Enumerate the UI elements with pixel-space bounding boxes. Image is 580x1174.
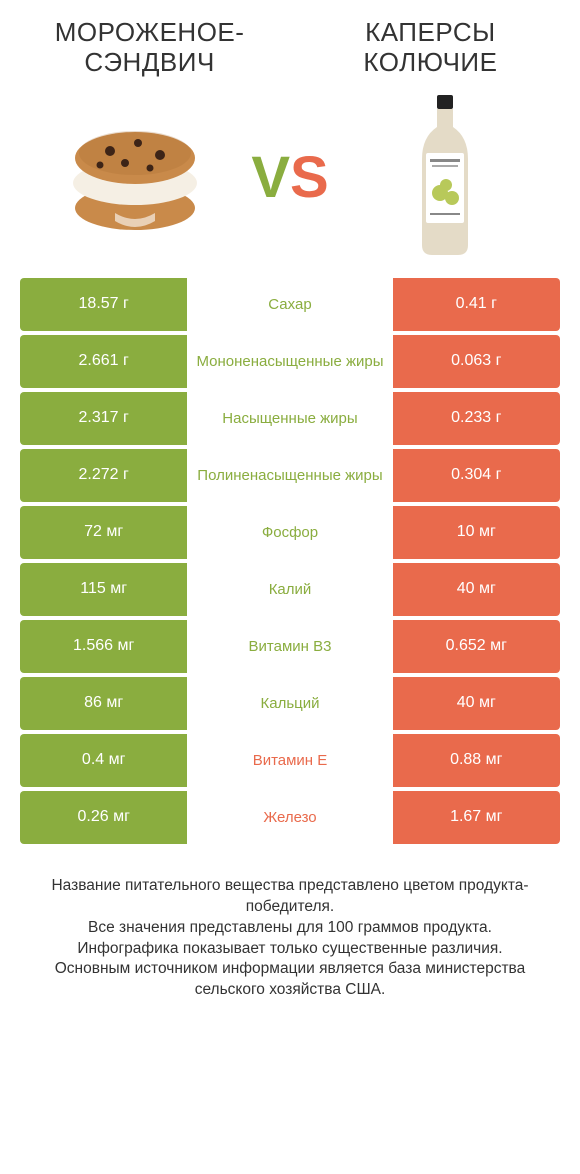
table-row: 2.661 гМононенасыщенные жиры0.063 г bbox=[20, 335, 560, 388]
left-value: 86 мг bbox=[20, 677, 187, 730]
right-product-image bbox=[370, 103, 520, 253]
nutrition-table: 18.57 гСахар0.41 г2.661 гМононенасыщенны… bbox=[0, 278, 580, 844]
left-value: 1.566 мг bbox=[20, 620, 187, 673]
footer-notes: Название питательного вещества представл… bbox=[0, 848, 580, 1002]
table-row: 0.26 мгЖелезо1.67 мг bbox=[20, 791, 560, 844]
right-value: 0.233 г bbox=[393, 392, 560, 445]
table-row: 2.272 гПолиненасыщенные жиры0.304 г bbox=[20, 449, 560, 502]
left-value: 0.26 мг bbox=[20, 791, 187, 844]
right-value: 0.88 мг bbox=[393, 734, 560, 787]
nutrient-label: Полиненасыщенные жиры bbox=[187, 449, 392, 502]
header: МОРОЖЕНОЕ-СЭНДВИЧ КАПЕРСЫ КОЛЮЧИЕ bbox=[0, 0, 580, 88]
footer-line-1: Название питательного вещества представл… bbox=[20, 876, 560, 918]
nutrient-label: Сахар bbox=[187, 278, 392, 331]
right-value: 0.652 мг bbox=[393, 620, 560, 673]
table-row: 0.4 мгВитамин E0.88 мг bbox=[20, 734, 560, 787]
right-value: 10 мг bbox=[393, 506, 560, 559]
footer-line-4: Основным источником информации является … bbox=[20, 959, 560, 1001]
vs-s: S bbox=[290, 145, 329, 210]
nutrient-label: Фосфор bbox=[187, 506, 392, 559]
bottle-icon bbox=[410, 93, 480, 263]
left-value: 2.317 г bbox=[20, 392, 187, 445]
left-product-title: МОРОЖЕНОЕ-СЭНДВИЧ bbox=[30, 18, 269, 78]
right-value: 0.41 г bbox=[393, 278, 560, 331]
left-value: 2.272 г bbox=[20, 449, 187, 502]
right-value: 40 мг bbox=[393, 677, 560, 730]
left-value: 0.4 мг bbox=[20, 734, 187, 787]
right-value: 40 мг bbox=[393, 563, 560, 616]
product-images-row: VS bbox=[0, 88, 580, 278]
nutrient-label: Мононенасыщенные жиры bbox=[187, 335, 392, 388]
right-value: 1.67 мг bbox=[393, 791, 560, 844]
vs-label: VS bbox=[251, 149, 328, 207]
left-value: 18.57 г bbox=[20, 278, 187, 331]
footer-line-3: Инфографика показывает только существенн… bbox=[20, 939, 560, 960]
nutrient-label: Калий bbox=[187, 563, 392, 616]
nutrient-label: Железо bbox=[187, 791, 392, 844]
table-row: 18.57 гСахар0.41 г bbox=[20, 278, 560, 331]
left-value: 2.661 г bbox=[20, 335, 187, 388]
left-value: 115 мг bbox=[20, 563, 187, 616]
footer-line-2: Все значения представлены для 100 граммо… bbox=[20, 918, 560, 939]
table-row: 2.317 гНасыщенные жиры0.233 г bbox=[20, 392, 560, 445]
nutrient-label: Насыщенные жиры bbox=[187, 392, 392, 445]
left-value: 72 мг bbox=[20, 506, 187, 559]
table-row: 1.566 мгВитамин B30.652 мг bbox=[20, 620, 560, 673]
table-row: 115 мгКалий40 мг bbox=[20, 563, 560, 616]
table-row: 72 мгФосфор10 мг bbox=[20, 506, 560, 559]
left-product-image bbox=[60, 103, 210, 253]
nutrient-label: Витамин E bbox=[187, 734, 392, 787]
right-product-title: КАПЕРСЫ КОЛЮЧИЕ bbox=[311, 18, 550, 78]
nutrient-label: Витамин B3 bbox=[187, 620, 392, 673]
cookie-sandwich-icon bbox=[60, 113, 210, 243]
vs-v: V bbox=[251, 145, 290, 210]
nutrient-label: Кальций bbox=[187, 677, 392, 730]
table-row: 86 мгКальций40 мг bbox=[20, 677, 560, 730]
right-value: 0.304 г bbox=[393, 449, 560, 502]
right-value: 0.063 г bbox=[393, 335, 560, 388]
